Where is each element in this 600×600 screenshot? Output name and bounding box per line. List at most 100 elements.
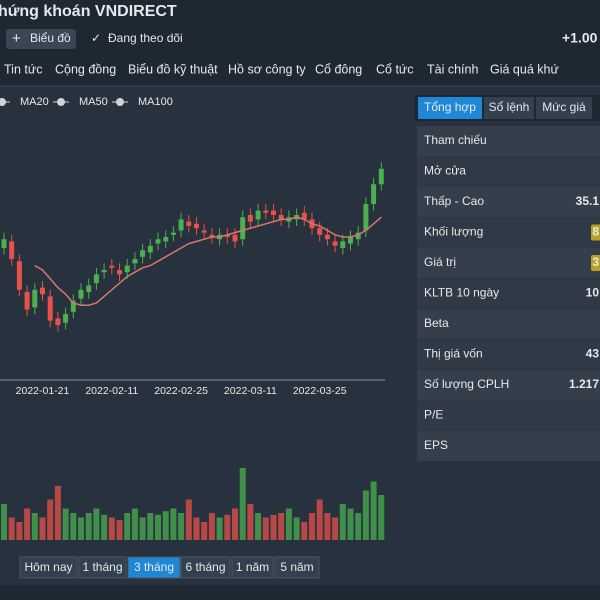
volume-bar xyxy=(309,513,315,540)
candle-body xyxy=(101,270,107,273)
volume-bar xyxy=(47,499,54,540)
panel-tab[interactable] xyxy=(418,97,482,119)
candle-body xyxy=(86,285,92,292)
chart-button[interactable] xyxy=(6,29,76,49)
candle-body xyxy=(240,217,246,240)
candle-body xyxy=(170,232,176,235)
volume-bar xyxy=(239,468,246,540)
volume-bar xyxy=(278,513,285,540)
volume-bar xyxy=(332,517,339,540)
candle-body xyxy=(78,289,84,299)
candle-body xyxy=(163,237,169,242)
legend-dot xyxy=(116,98,124,106)
volume-bar xyxy=(262,517,269,540)
volume-bar xyxy=(131,508,138,540)
volume-bar xyxy=(316,499,323,540)
row-label: Giá trị xyxy=(424,255,456,269)
candle-body xyxy=(40,287,45,295)
range-button[interactable] xyxy=(78,556,127,579)
candle-body xyxy=(47,296,53,321)
candle-body xyxy=(194,223,199,229)
x-tick-label: 2022-03-11 xyxy=(224,385,277,397)
legend-label: MA20 xyxy=(20,96,49,108)
value-badge xyxy=(591,224,600,241)
candle-body xyxy=(186,221,192,226)
legend-label: MA50 xyxy=(79,96,108,108)
candle-body xyxy=(93,274,99,284)
candle-body xyxy=(32,289,38,308)
range-button[interactable] xyxy=(274,556,320,579)
volume-bar xyxy=(78,517,84,540)
candle-body xyxy=(371,184,377,204)
volume-bar xyxy=(224,514,231,540)
x-tick-label: 2022-02-25 xyxy=(154,385,208,397)
candle-body xyxy=(224,234,230,237)
candle-body xyxy=(340,241,346,248)
panel-tab-label[interactable]: Mức giá xyxy=(542,100,586,114)
volume-bar xyxy=(31,513,38,540)
volume-bar xyxy=(139,517,146,540)
range-button[interactable] xyxy=(19,556,78,579)
row-value: 3 xyxy=(592,255,599,269)
nav-tab[interactable]: Hồ sơ công ty xyxy=(228,62,306,76)
nav-tab[interactable]: Cổ tức xyxy=(376,62,414,76)
row-label: Thị giá vốn xyxy=(424,347,483,361)
volume-bar xyxy=(170,508,177,540)
row-value: 8 xyxy=(592,225,599,239)
volume-bar xyxy=(208,513,215,540)
candle-body xyxy=(132,259,138,264)
candle-body xyxy=(209,234,215,237)
nav-tab[interactable]: Tài chính xyxy=(427,62,478,76)
volume-bar xyxy=(362,490,369,540)
candle-body xyxy=(140,250,146,257)
nav-tab[interactable]: Cộng đồng xyxy=(55,62,116,76)
range-label[interactable]: 1 năm xyxy=(236,560,269,574)
range-label[interactable]: 5 năm xyxy=(280,560,313,574)
nav-tab[interactable]: Biểu đồ kỹ thuật xyxy=(128,62,218,76)
volume-bar xyxy=(147,513,154,540)
volume-bar xyxy=(162,511,169,540)
candle-body xyxy=(155,239,161,244)
panel-tab[interactable] xyxy=(484,97,534,119)
volume-bar xyxy=(347,508,354,540)
candle-body xyxy=(271,210,276,215)
range-label[interactable]: 6 tháng xyxy=(185,560,225,574)
follow-button[interactable]: Đang theo dõi xyxy=(108,31,183,45)
panel-row xyxy=(417,339,600,370)
candle-body xyxy=(278,215,284,220)
panel-row xyxy=(417,248,600,278)
nav-tab[interactable]: Giá quá khứ xyxy=(490,62,559,76)
range-label[interactable]: 3 tháng xyxy=(134,560,174,574)
volume-bar xyxy=(178,513,185,540)
panel-row xyxy=(417,309,600,339)
nav-tab[interactable]: Tin tức xyxy=(4,62,42,76)
panel-tab[interactable] xyxy=(536,97,592,119)
volume-bar xyxy=(16,522,23,540)
value-badge xyxy=(591,255,600,271)
volume-bar xyxy=(54,486,61,540)
range-button[interactable] xyxy=(180,556,231,579)
candle-body xyxy=(55,318,61,325)
candle-body xyxy=(255,210,261,220)
panel-tab-label[interactable]: Tổng hợp xyxy=(424,100,476,114)
volume-bar xyxy=(101,514,108,540)
volume-bar xyxy=(301,522,308,540)
volume-bar xyxy=(116,520,123,540)
panel-row xyxy=(417,370,600,400)
range-label[interactable]: Hôm nay xyxy=(24,560,72,574)
panel-row xyxy=(417,278,600,309)
row-label: Số lượng CPLH xyxy=(424,377,509,391)
panel-row xyxy=(417,156,600,187)
row-label: P/E xyxy=(424,408,443,422)
nav-tab[interactable]: Cổ đông xyxy=(315,62,362,76)
range-label[interactable]: 1 tháng xyxy=(82,560,122,574)
candle-body xyxy=(117,270,122,275)
range-button[interactable] xyxy=(231,556,274,579)
panel-tab-label[interactable]: Sổ lệnh xyxy=(489,100,530,114)
range-button[interactable] xyxy=(127,556,181,579)
candle-body xyxy=(201,230,207,233)
candle-body xyxy=(232,234,238,242)
legend-dot xyxy=(0,98,6,106)
chart-button-label[interactable]: Biểu đồ xyxy=(30,31,71,45)
